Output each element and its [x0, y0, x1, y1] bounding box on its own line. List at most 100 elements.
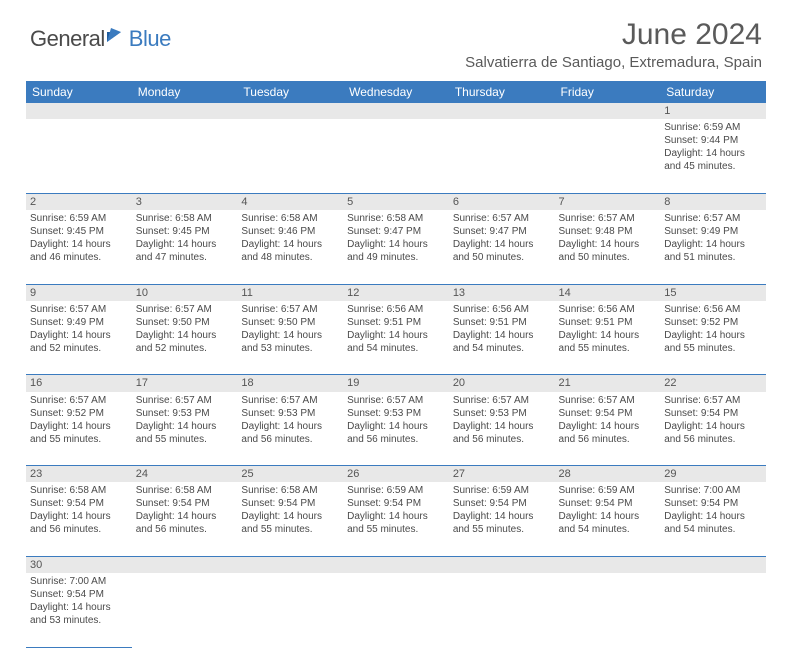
sunset-line: Sunset: 9:45 PM	[30, 225, 128, 238]
sunset-line: Sunset: 9:47 PM	[453, 225, 551, 238]
daylight-line: Daylight: 14 hours and 54 minutes.	[453, 329, 551, 355]
day-cell: Sunrise: 6:57 AMSunset: 9:54 PMDaylight:…	[660, 392, 766, 466]
weekday-header: Sunday	[26, 81, 132, 103]
day-cell: Sunrise: 6:58 AMSunset: 9:54 PMDaylight:…	[26, 482, 132, 556]
sunset-line: Sunset: 9:50 PM	[136, 316, 234, 329]
sunset-line: Sunset: 9:53 PM	[136, 407, 234, 420]
day-number: 18	[237, 375, 343, 392]
day-number: 7	[555, 193, 661, 210]
sunrise-line: Sunrise: 6:56 AM	[453, 303, 551, 316]
sunrise-line: Sunrise: 6:57 AM	[559, 212, 657, 225]
day-cell: Sunrise: 6:59 AMSunset: 9:44 PMDaylight:…	[660, 119, 766, 193]
sunset-line: Sunset: 9:53 PM	[453, 407, 551, 420]
empty-day-cell	[449, 119, 555, 193]
sunrise-line: Sunrise: 6:59 AM	[453, 484, 551, 497]
empty-day-number	[343, 556, 449, 573]
sunrise-line: Sunrise: 6:59 AM	[559, 484, 657, 497]
daylight-line: Daylight: 14 hours and 46 minutes.	[30, 238, 128, 264]
sunset-line: Sunset: 9:54 PM	[30, 588, 128, 601]
sunset-line: Sunset: 9:49 PM	[30, 316, 128, 329]
sunrise-line: Sunrise: 6:57 AM	[136, 303, 234, 316]
day-number: 21	[555, 375, 661, 392]
daylight-line: Daylight: 14 hours and 55 minutes.	[347, 510, 445, 536]
sunrise-line: Sunrise: 6:57 AM	[136, 394, 234, 407]
daylight-line: Daylight: 14 hours and 55 minutes.	[559, 329, 657, 355]
sunset-line: Sunset: 9:54 PM	[664, 407, 762, 420]
day-number: 16	[26, 375, 132, 392]
sunset-line: Sunset: 9:51 PM	[347, 316, 445, 329]
empty-day-number	[555, 103, 661, 119]
daylight-line: Daylight: 14 hours and 52 minutes.	[136, 329, 234, 355]
day-cell: Sunrise: 6:59 AMSunset: 9:54 PMDaylight:…	[449, 482, 555, 556]
daylight-line: Daylight: 14 hours and 55 minutes.	[241, 510, 339, 536]
sunrise-line: Sunrise: 6:59 AM	[664, 121, 762, 134]
sunrise-line: Sunrise: 6:57 AM	[559, 394, 657, 407]
sunrise-line: Sunrise: 6:58 AM	[30, 484, 128, 497]
daylight-line: Daylight: 14 hours and 56 minutes.	[453, 420, 551, 446]
sunrise-line: Sunrise: 6:59 AM	[347, 484, 445, 497]
empty-day-cell	[26, 119, 132, 193]
empty-day-number	[555, 556, 661, 573]
empty-day-cell	[237, 119, 343, 193]
page-title: June 2024	[465, 18, 762, 52]
empty-day-cell	[555, 119, 661, 193]
empty-day-number	[660, 556, 766, 573]
day-cell: Sunrise: 6:56 AMSunset: 9:51 PMDaylight:…	[555, 301, 661, 375]
day-cell: Sunrise: 6:58 AMSunset: 9:47 PMDaylight:…	[343, 210, 449, 284]
day-number: 5	[343, 193, 449, 210]
day-number: 26	[343, 466, 449, 483]
daylight-line: Daylight: 14 hours and 54 minutes.	[664, 510, 762, 536]
sunset-line: Sunset: 9:54 PM	[241, 497, 339, 510]
day-number: 9	[26, 284, 132, 301]
empty-day-number	[449, 103, 555, 119]
day-cell: Sunrise: 6:57 AMSunset: 9:53 PMDaylight:…	[132, 392, 238, 466]
empty-day-cell	[132, 573, 238, 647]
empty-day-cell	[555, 573, 661, 647]
daylight-line: Daylight: 14 hours and 54 minutes.	[347, 329, 445, 355]
day-number: 22	[660, 375, 766, 392]
daylight-line: Daylight: 14 hours and 55 minutes.	[136, 420, 234, 446]
week-row: Sunrise: 6:59 AMSunset: 9:45 PMDaylight:…	[26, 210, 766, 284]
sunset-line: Sunset: 9:49 PM	[664, 225, 762, 238]
day-number: 25	[237, 466, 343, 483]
empty-day-cell	[449, 573, 555, 647]
daylight-line: Daylight: 14 hours and 55 minutes.	[453, 510, 551, 536]
day-cell: Sunrise: 6:58 AMSunset: 9:46 PMDaylight:…	[237, 210, 343, 284]
sunrise-line: Sunrise: 6:57 AM	[241, 394, 339, 407]
empty-day-number	[26, 103, 132, 119]
sunset-line: Sunset: 9:54 PM	[347, 497, 445, 510]
sunset-line: Sunset: 9:54 PM	[136, 497, 234, 510]
daylight-line: Daylight: 14 hours and 56 minutes.	[664, 420, 762, 446]
day-cell: Sunrise: 6:57 AMSunset: 9:53 PMDaylight:…	[237, 392, 343, 466]
day-number: 17	[132, 375, 238, 392]
day-number: 23	[26, 466, 132, 483]
sunset-line: Sunset: 9:51 PM	[453, 316, 551, 329]
calendar-table: SundayMondayTuesdayWednesdayThursdayFrid…	[26, 81, 766, 648]
sunset-line: Sunset: 9:45 PM	[136, 225, 234, 238]
day-cell: Sunrise: 6:57 AMSunset: 9:52 PMDaylight:…	[26, 392, 132, 466]
week-row: Sunrise: 6:57 AMSunset: 9:52 PMDaylight:…	[26, 392, 766, 466]
daylight-line: Daylight: 14 hours and 52 minutes.	[30, 329, 128, 355]
day-number: 20	[449, 375, 555, 392]
sunset-line: Sunset: 9:46 PM	[241, 225, 339, 238]
sunset-line: Sunset: 9:54 PM	[30, 497, 128, 510]
day-number: 2	[26, 193, 132, 210]
daylight-line: Daylight: 14 hours and 56 minutes.	[347, 420, 445, 446]
weekday-header: Saturday	[660, 81, 766, 103]
daylight-line: Daylight: 14 hours and 56 minutes.	[136, 510, 234, 536]
sunset-line: Sunset: 9:52 PM	[30, 407, 128, 420]
day-cell: Sunrise: 7:00 AMSunset: 9:54 PMDaylight:…	[26, 573, 132, 647]
sunset-line: Sunset: 9:47 PM	[347, 225, 445, 238]
day-cell: Sunrise: 6:57 AMSunset: 9:48 PMDaylight:…	[555, 210, 661, 284]
sunset-line: Sunset: 9:52 PM	[664, 316, 762, 329]
empty-day-cell	[237, 573, 343, 647]
title-block: June 2024 Salvatierra de Santiago, Extre…	[465, 18, 762, 71]
sunrise-line: Sunrise: 6:57 AM	[664, 212, 762, 225]
daylight-line: Daylight: 14 hours and 55 minutes.	[30, 420, 128, 446]
logo-text-blue: Blue	[129, 26, 171, 52]
empty-day-cell	[132, 119, 238, 193]
day-cell: Sunrise: 6:57 AMSunset: 9:53 PMDaylight:…	[343, 392, 449, 466]
sunrise-line: Sunrise: 6:57 AM	[453, 212, 551, 225]
day-number: 19	[343, 375, 449, 392]
day-cell: Sunrise: 6:57 AMSunset: 9:47 PMDaylight:…	[449, 210, 555, 284]
